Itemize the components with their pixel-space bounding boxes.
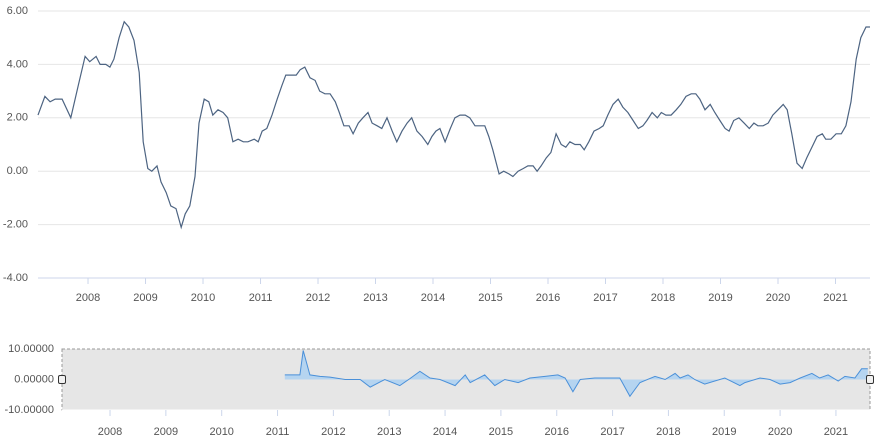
y-tick-label: -2.00	[3, 219, 28, 231]
y-tick-label: -4.00	[3, 272, 28, 284]
area-line	[284, 350, 868, 398]
x-tick-label: 2011	[249, 292, 273, 304]
x-tick-label: 2014	[421, 292, 445, 304]
x-tick-label: 2008	[76, 292, 100, 304]
y-tick-label: 4.00	[7, 58, 28, 70]
x-tick-label: 2011	[266, 426, 290, 438]
x-tick-label: 2012	[306, 292, 330, 304]
x-tick-label: 2019	[708, 292, 732, 304]
x-tick-label: 2009	[154, 426, 178, 438]
y-tick-label: 0.00	[7, 165, 28, 177]
line-series	[37, 20, 870, 230]
y-tick-label: 10.00000	[8, 343, 54, 355]
navigator-handle[interactable]	[866, 375, 874, 384]
x-tick-label: 2021	[824, 426, 848, 438]
x-tick-label: 2010	[191, 292, 215, 304]
y-tick-label: 6.00	[7, 5, 28, 17]
x-tick-label: 2013	[377, 426, 401, 438]
x-tick-label: 2020	[768, 426, 792, 438]
x-tick-label: 2008	[98, 426, 122, 438]
x-tick-label: 2013	[363, 292, 387, 304]
x-tick-label: 2016	[536, 292, 560, 304]
x-tick-label: 2015	[489, 426, 513, 438]
x-tick-label: 2017	[593, 292, 617, 304]
x-tick-label: 2018	[656, 426, 680, 438]
navigator-handle[interactable]	[58, 375, 66, 384]
x-tick-label: 2010	[209, 426, 233, 438]
x-tick-label: 2009	[133, 292, 157, 304]
x-tick-label: 2020	[766, 292, 790, 304]
x-tick-label: 2015	[478, 292, 502, 304]
x-tick-label: 2019	[712, 426, 736, 438]
x-tick-label: 2014	[433, 426, 457, 438]
x-tick-label: 2016	[544, 426, 568, 438]
x-tick-label: 2018	[651, 292, 675, 304]
y-tick-label: -10.00000	[4, 404, 54, 416]
x-tick-label: 2012	[321, 426, 345, 438]
x-tick-label: 2021	[823, 292, 847, 304]
y-tick-label: 0.00000	[14, 373, 54, 385]
x-tick-label: 2017	[600, 426, 624, 438]
y-tick-label: 2.00	[7, 112, 28, 124]
